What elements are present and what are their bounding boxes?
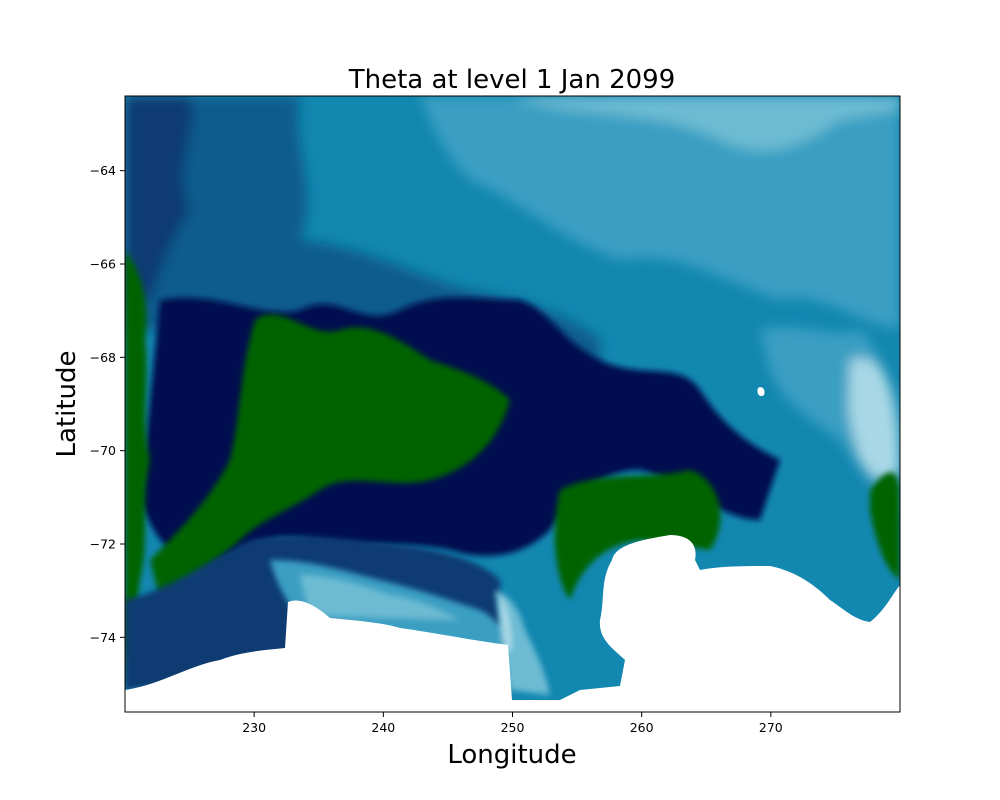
plot-area	[125, 96, 900, 712]
y-tick-label: −74	[90, 630, 116, 645]
x-tick-label: 230	[242, 720, 266, 735]
y-tick-label: −72	[90, 537, 116, 552]
x-axis-label: Longitude	[447, 740, 576, 770]
land-mask	[125, 387, 900, 712]
y-axis-ticks: −64 −66 −68 −70 −72 −74	[90, 163, 125, 645]
x-tick-label: 250	[501, 720, 525, 735]
y-tick-label: −66	[90, 257, 116, 272]
x-axis-ticks: 230 240 250 260 270	[242, 712, 783, 735]
x-tick-label: 260	[630, 720, 654, 735]
y-tick-label: −68	[90, 350, 116, 365]
y-tick-label: −70	[90, 443, 116, 458]
field-light-east	[420, 96, 900, 520]
x-tick-label: 240	[371, 720, 395, 735]
y-axis-label: Latitude	[52, 350, 82, 457]
x-tick-label: 270	[759, 720, 783, 735]
y-tick-label: −64	[90, 163, 116, 178]
field-green-cold	[125, 250, 900, 690]
chart-title: Theta at level 1 Jan 2099	[348, 65, 676, 95]
